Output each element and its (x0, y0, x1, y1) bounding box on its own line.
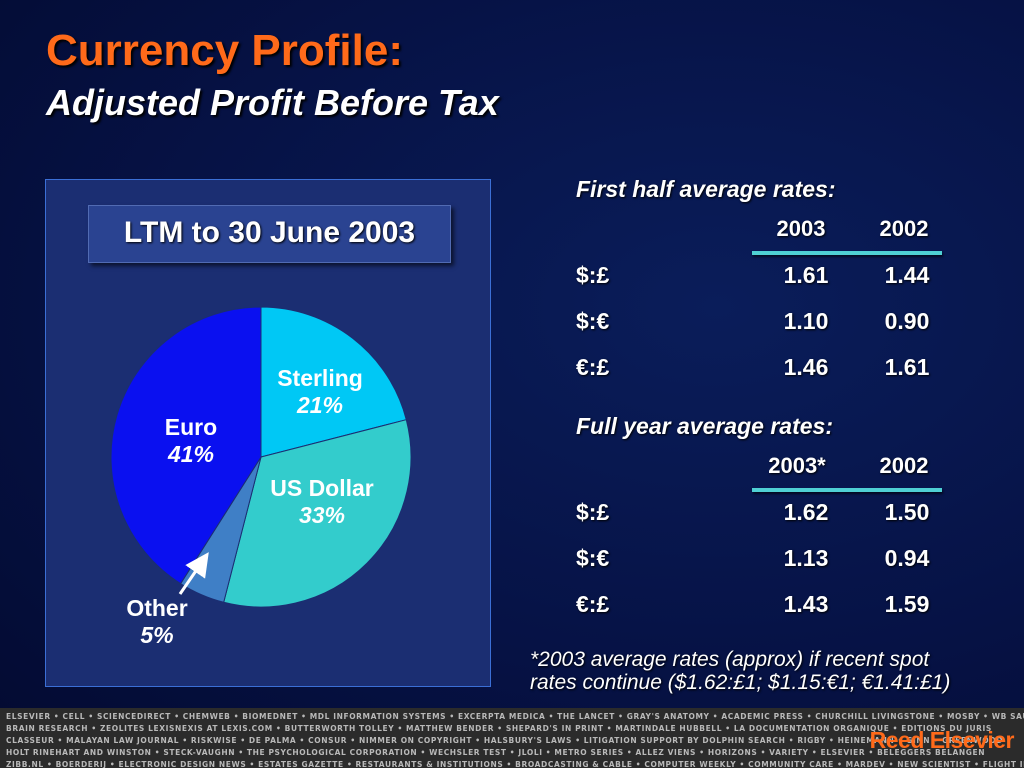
footer-line-5: ZIBB.NL • BOERDERIJ • ELECTRONIC DESIGN … (6, 760, 1024, 768)
slide-title: Currency Profile: (46, 26, 403, 75)
full-year-2002-1: 0.94 (884, 545, 930, 571)
full-year-2002-0: 1.50 (884, 499, 930, 525)
first-half-2003-0: 1.61 (783, 262, 829, 288)
reed-elsevier-logo: Reed Elsevier (869, 727, 1015, 753)
pie-value-sterling: 21% (296, 392, 343, 418)
full-year-rule (752, 488, 942, 492)
first-half-2002-2: 1.61 (884, 354, 930, 380)
other-pointer-arrow (178, 552, 209, 595)
footer-line-4: HOLT RINEHART AND WINSTON • STECK-VAUGHN… (6, 748, 986, 757)
slide-subtitle: Adjusted Profit Before Tax (46, 82, 499, 123)
first-half-rule (752, 251, 942, 255)
full-year-pair-2: €:£ (576, 591, 610, 617)
footnote: *2003 average rates (approx) if recent s… (530, 648, 950, 694)
pie-slice-euro (110, 306, 262, 585)
first-half-pair-1: $:€ (576, 308, 610, 334)
full-year-2003-0: 1.62 (783, 499, 829, 525)
pie-value-euro: 41% (167, 441, 214, 467)
footer-line-1: ELSEVIER • CELL • SCIENCEDIRECT • CHEMWE… (6, 712, 1024, 721)
footnote-line-1: *2003 average rates (approx) if recent s… (530, 648, 930, 671)
pie-label-other: Other (126, 595, 187, 621)
pie-label-sterling: Sterling (277, 365, 363, 391)
pie-label-euro: Euro (165, 414, 217, 440)
full-year-2002-2: 1.59 (884, 591, 930, 617)
first-half-heading: First half average rates: (576, 176, 836, 202)
first-half-pair-0: $:£ (576, 262, 610, 288)
first-half-2003-1: 1.10 (783, 308, 829, 334)
full-year-2003-2: 1.43 (783, 591, 829, 617)
first-half-col-2002: 2002 (879, 216, 929, 241)
pie-value-us-dollar: 33% (299, 502, 345, 528)
first-half-2003-2: 1.46 (783, 354, 829, 380)
full-year-pair-0: $:£ (576, 499, 610, 525)
pie-slice-us-dollar (223, 419, 412, 608)
first-half-2002-0: 1.44 (884, 262, 930, 288)
first-half-pair-2: €:£ (576, 354, 610, 380)
footnote-line-2: rates continue ($1.62:£1; $1.15:€1; €1.4… (530, 671, 951, 694)
footer-line-2: BRAIN RESEARCH • ZEOLITES LEXISNEXIS AT … (6, 724, 992, 733)
pie-value-other: 5% (140, 622, 173, 648)
brand-footer: ELSEVIER • CELL • SCIENCEDIRECT • CHEMWE… (0, 708, 1024, 768)
full-year-2003-1: 1.13 (783, 545, 829, 571)
pie-label-us-dollar: US Dollar (270, 475, 374, 501)
full-year-heading: Full year average rates: (576, 413, 833, 439)
pie-slice-sterling (260, 306, 407, 458)
first-half-2002-1: 0.90 (884, 308, 930, 334)
first-half-col-2003: 2003 (776, 216, 826, 241)
chart-title: LTM to 30 June 2003 (88, 205, 451, 263)
full-year-col-2002: 2002 (879, 453, 929, 478)
full-year-col-2003: 2003* (768, 453, 826, 478)
full-year-pair-1: $:€ (576, 545, 610, 571)
footer-line-3: CLASSEUR • MALAYAN LAW JOURNAL • RISKWIS… (6, 736, 1004, 745)
